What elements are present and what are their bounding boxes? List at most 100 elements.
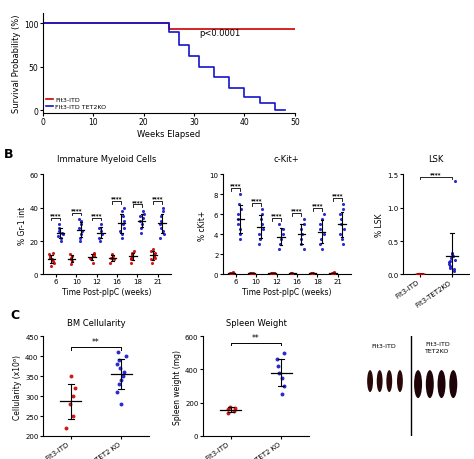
Point xyxy=(91,251,98,258)
Point xyxy=(128,249,136,257)
Point xyxy=(128,253,136,260)
Point xyxy=(256,236,264,244)
Point xyxy=(331,270,338,277)
Point xyxy=(234,221,242,229)
Point xyxy=(46,253,54,260)
Point xyxy=(113,361,121,368)
Point xyxy=(300,246,307,253)
Point xyxy=(67,254,74,262)
Point xyxy=(258,221,266,229)
Point xyxy=(72,385,79,392)
Ellipse shape xyxy=(367,370,373,392)
Point xyxy=(77,218,85,225)
Point xyxy=(237,191,244,199)
Point xyxy=(308,270,315,278)
Point xyxy=(137,224,145,232)
Point xyxy=(415,270,423,278)
Text: ****: **** xyxy=(91,213,102,218)
Text: p<0.0001: p<0.0001 xyxy=(199,29,240,38)
Point xyxy=(117,364,124,372)
Text: ****: **** xyxy=(111,196,123,201)
Point xyxy=(119,373,127,380)
Text: ****: **** xyxy=(430,172,442,177)
X-axis label: Time Post-pIpC (weeks): Time Post-pIpC (weeks) xyxy=(242,288,331,297)
Point xyxy=(280,383,288,390)
Point xyxy=(55,224,63,232)
Point xyxy=(414,270,421,278)
Y-axis label: % cKit+: % cKit+ xyxy=(198,210,207,240)
Ellipse shape xyxy=(438,370,446,398)
Point xyxy=(297,226,304,234)
Point xyxy=(136,218,144,225)
Point xyxy=(87,256,94,263)
Point xyxy=(236,226,244,234)
Point xyxy=(450,268,458,275)
Point xyxy=(279,231,286,239)
Point xyxy=(108,254,115,262)
Point xyxy=(415,270,422,278)
Point xyxy=(300,216,308,224)
Point xyxy=(119,221,127,229)
Point xyxy=(257,216,265,224)
Text: Flt3-ITD: Flt3-ITD xyxy=(425,341,450,347)
Ellipse shape xyxy=(449,370,457,398)
Point xyxy=(226,270,233,277)
Point xyxy=(57,238,64,245)
Point xyxy=(275,369,283,377)
Point xyxy=(288,269,295,277)
Y-axis label: Spleen weight (mg): Spleen weight (mg) xyxy=(173,349,182,424)
Point xyxy=(274,363,282,370)
Y-axis label: % Gr-1 int: % Gr-1 int xyxy=(18,206,27,244)
Point xyxy=(337,221,345,229)
Point xyxy=(70,413,77,420)
Point xyxy=(236,202,243,209)
Point xyxy=(120,205,128,212)
Text: ****: **** xyxy=(250,198,262,203)
Point xyxy=(336,211,344,218)
Point xyxy=(415,270,423,278)
Point xyxy=(249,270,257,277)
Point xyxy=(159,205,167,212)
Point xyxy=(75,216,82,224)
Point xyxy=(66,401,74,408)
Point xyxy=(118,235,125,242)
Text: ****: **** xyxy=(271,213,283,218)
Point xyxy=(267,269,275,277)
Point xyxy=(118,376,125,384)
Point xyxy=(157,213,165,220)
Point xyxy=(419,270,427,278)
Point xyxy=(91,253,98,260)
Text: ****: **** xyxy=(332,193,343,198)
Title: Spleen Weight: Spleen Weight xyxy=(226,319,286,327)
Point xyxy=(275,246,283,253)
Point xyxy=(75,224,83,232)
Point xyxy=(230,408,238,415)
Point xyxy=(337,231,344,239)
Point xyxy=(76,238,83,245)
Point xyxy=(160,231,168,239)
Point xyxy=(415,270,422,278)
Point xyxy=(234,211,242,218)
Point xyxy=(63,425,70,432)
Point xyxy=(316,241,323,248)
Point xyxy=(337,216,345,224)
Ellipse shape xyxy=(386,370,392,392)
Point xyxy=(147,256,155,263)
Point xyxy=(446,263,454,270)
Point xyxy=(49,249,57,257)
Point xyxy=(280,349,288,357)
Point xyxy=(159,208,167,215)
Point xyxy=(115,381,123,388)
Point xyxy=(270,270,277,277)
Y-axis label: Survival Probability (%): Survival Probability (%) xyxy=(12,14,21,113)
Point xyxy=(330,270,338,278)
Point xyxy=(237,231,244,239)
Text: ****: **** xyxy=(132,200,143,205)
Point xyxy=(414,270,422,278)
Point xyxy=(413,270,421,278)
X-axis label: Weeks Elapsed: Weeks Elapsed xyxy=(137,129,201,138)
Point xyxy=(308,270,316,277)
Point xyxy=(258,206,266,213)
Point xyxy=(67,261,74,269)
Point xyxy=(131,248,138,255)
